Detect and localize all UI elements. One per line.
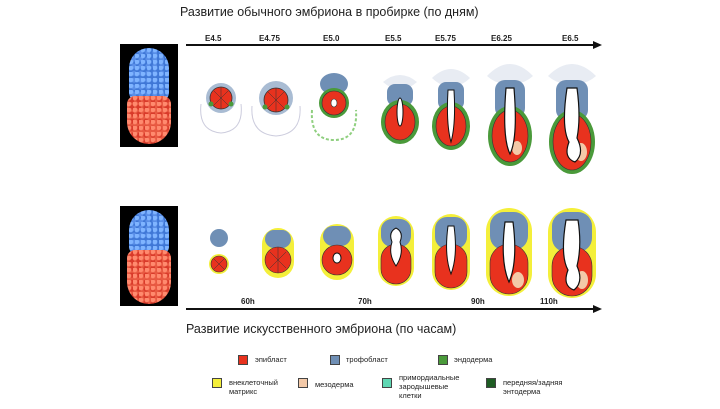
- top-tick: E4.5: [205, 34, 222, 43]
- synthetic-embryo-2: [262, 228, 294, 278]
- legend-swatch-epiblast: [238, 355, 248, 365]
- natural-embryo-e5-75: [432, 69, 470, 150]
- synthetic-embryo-1: [209, 229, 229, 274]
- legend-label-anterior-posterior-endoderm: передняя/задняя энтодерма: [503, 378, 563, 396]
- natural-embryo-photo: [120, 44, 178, 147]
- legend-swatch-mesoderm: [298, 378, 308, 388]
- top-tick: E4.75: [259, 34, 280, 43]
- synthetic-embryo-7: [548, 208, 596, 298]
- legend-swatch-trophoblast: [330, 355, 340, 365]
- legend-label-primordial-germ-cells: примордиальные зародышевые клетки: [399, 373, 460, 400]
- synthetic-embryo-6: [486, 208, 532, 296]
- bottom-axis-arrow: [593, 305, 602, 313]
- legend-swatch-anterior-posterior-endoderm: [486, 378, 496, 388]
- bottom-tick: 70h: [358, 297, 372, 306]
- top-title: Развитие обычного эмбриона в пробирке (п…: [180, 5, 479, 19]
- top-tick: E5.75: [435, 34, 456, 43]
- synthetic-embryo-3: [320, 224, 354, 280]
- top-tick: E6.25: [491, 34, 512, 43]
- top-axis-line: [186, 44, 594, 46]
- top-tick: E6.5: [562, 34, 579, 43]
- natural-embryo-e5-5: [381, 75, 419, 144]
- legend-swatch-matrix: [212, 378, 222, 388]
- bottom-tick: 90h: [471, 297, 485, 306]
- legend-swatch-primordial-germ-cells: [382, 378, 392, 388]
- synthetic-embryo-5: [432, 214, 470, 290]
- bottom-axis-line: [186, 308, 594, 310]
- legend-label-matrix: внеклеточный матрикс: [229, 378, 278, 396]
- natural-embryo-e4-5: [200, 83, 242, 134]
- top-tick: E5.0: [323, 34, 340, 43]
- legend-label-mesoderm: мезодерма: [315, 380, 354, 389]
- top-axis-arrow: [593, 41, 602, 49]
- natural-embryo-e6-5: [548, 64, 596, 174]
- legend-swatch-endoderm: [438, 355, 448, 365]
- legend-label-endoderm: эндодерма: [454, 355, 493, 364]
- bottom-title: Развитие искусственного эмбриона (по час…: [186, 322, 457, 336]
- bottom-tick: 60h: [241, 297, 255, 306]
- natural-embryo-e5-0: [310, 73, 358, 142]
- bottom-tick: 110h: [540, 297, 558, 306]
- natural-embryo-e4-75: [251, 81, 301, 137]
- natural-embryo-e6-25: [487, 64, 533, 166]
- legend-label-trophoblast: трофобласт: [346, 355, 388, 364]
- legend-label-epiblast: эпибласт: [255, 355, 287, 364]
- synthetic-embryo-photo: [120, 206, 178, 306]
- synthetic-embryo-4: [378, 216, 414, 286]
- top-tick: E5.5: [385, 34, 402, 43]
